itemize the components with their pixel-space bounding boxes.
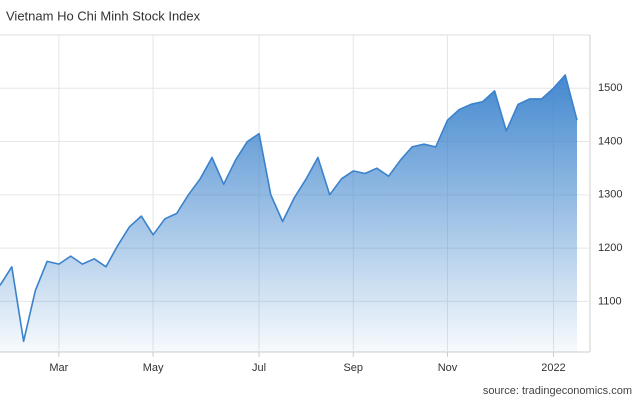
y-tick-label: 1500: [598, 82, 622, 94]
line: [0, 74, 578, 343]
x-tick-label: May: [143, 362, 164, 374]
source: source: tradingeconomics.com: [483, 385, 632, 397]
area: [0, 75, 577, 352]
x-tick-label: Nov: [438, 362, 458, 374]
chart-title: Vietnam Ho Chi Minh Stock Index: [6, 8, 201, 23]
y-tick-label: 1400: [598, 135, 622, 147]
x-tick-label: Sep: [343, 362, 363, 374]
x-tick-label: Mar: [49, 362, 68, 374]
y-tick-label: 1200: [598, 242, 622, 254]
y-tick-label: 1300: [598, 189, 622, 201]
x-tick-label: 2022: [541, 362, 565, 374]
y-tick-label: 1100: [598, 295, 622, 307]
x-tick-label: Jul: [252, 362, 266, 374]
